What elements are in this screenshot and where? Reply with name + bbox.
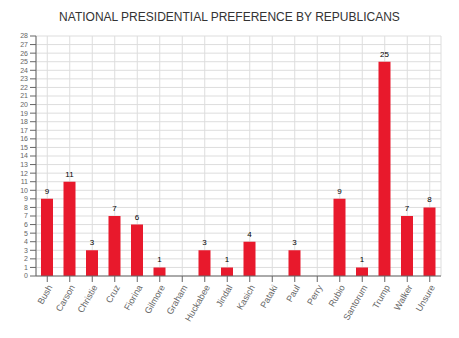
svg-text:7: 7 <box>24 212 28 219</box>
svg-text:8: 8 <box>427 195 432 204</box>
svg-text:Pataki: Pataki <box>258 283 279 310</box>
svg-text:14: 14 <box>20 152 28 159</box>
svg-text:5: 5 <box>24 230 28 237</box>
svg-text:1: 1 <box>24 264 28 271</box>
svg-text:Santorum: Santorum <box>341 283 369 322</box>
svg-text:Fiorina: Fiorina <box>122 283 144 312</box>
svg-text:20: 20 <box>20 101 28 108</box>
svg-text:0: 0 <box>24 272 28 279</box>
svg-text:3: 3 <box>90 238 95 247</box>
svg-text:25: 25 <box>20 58 28 65</box>
svg-text:11: 11 <box>21 178 28 185</box>
svg-text:Trump: Trump <box>371 283 392 310</box>
svg-text:23: 23 <box>20 75 28 82</box>
svg-text:Bush: Bush <box>36 283 55 306</box>
svg-text:3: 3 <box>202 238 207 247</box>
svg-text:7: 7 <box>112 204 117 213</box>
svg-text:Kasich: Kasich <box>235 283 257 311</box>
svg-text:2: 2 <box>24 255 28 262</box>
svg-text:12: 12 <box>20 170 28 177</box>
svg-text:27: 27 <box>20 41 28 48</box>
svg-text:3: 3 <box>292 238 297 247</box>
svg-text:3: 3 <box>24 247 28 254</box>
svg-text:16: 16 <box>20 135 28 142</box>
svg-text:8: 8 <box>24 204 28 211</box>
svg-text:1: 1 <box>157 255 162 264</box>
svg-text:Cruz: Cruz <box>104 283 122 305</box>
svg-text:Jindal: Jindal <box>214 283 234 308</box>
svg-text:19: 19 <box>20 110 28 117</box>
svg-text:Perry: Perry <box>305 283 325 307</box>
svg-text:1: 1 <box>225 255 230 264</box>
svg-text:Gilmore: Gilmore <box>143 283 167 315</box>
svg-text:Huckabee: Huckabee <box>183 283 212 323</box>
svg-text:25: 25 <box>380 50 389 59</box>
svg-text:22: 22 <box>20 84 28 91</box>
svg-text:Rubio: Rubio <box>327 283 347 308</box>
svg-text:13: 13 <box>20 161 28 168</box>
svg-text:Christie: Christie <box>76 283 100 314</box>
svg-text:Paul: Paul <box>284 283 302 304</box>
svg-text:1: 1 <box>360 255 365 264</box>
html-text:NATIONAL PRESIDENTIAL PREFEREN: NATIONAL PRESIDENTIAL PREFERENCE BY REPU… <box>59 10 400 24</box>
svg-text:9: 9 <box>45 187 50 196</box>
svg-text:28: 28 <box>20 32 28 39</box>
svg-text:9: 9 <box>24 195 28 202</box>
svg-text:Graham: Graham <box>165 283 190 316</box>
svg-text:4: 4 <box>247 230 252 239</box>
svg-text:4: 4 <box>24 238 28 245</box>
svg-text:21: 21 <box>20 92 28 99</box>
svg-text:Carson: Carson <box>54 283 77 313</box>
svg-text:Walker: Walker <box>392 283 414 312</box>
svg-text:9: 9 <box>337 187 342 196</box>
svg-text:26: 26 <box>20 50 28 57</box>
svg-text:11: 11 <box>65 170 74 179</box>
svg-text:10: 10 <box>20 187 28 194</box>
svg-text:6: 6 <box>135 213 140 222</box>
svg-text:15: 15 <box>20 144 28 151</box>
svg-text:7: 7 <box>405 204 410 213</box>
svg-text:6: 6 <box>24 221 28 228</box>
svg-text:18: 18 <box>20 118 28 125</box>
svg-text:24: 24 <box>20 67 28 74</box>
svg-text:17: 17 <box>20 127 28 134</box>
svg-text:Unsure: Unsure <box>414 283 437 313</box>
